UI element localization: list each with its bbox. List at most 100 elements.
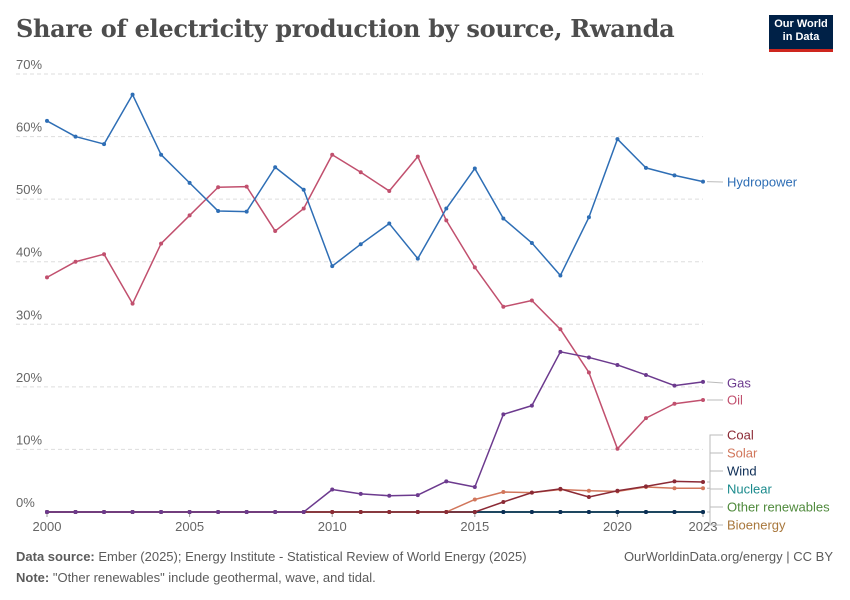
data-point-coal bbox=[615, 488, 620, 493]
data-point-oil bbox=[73, 259, 78, 264]
series-line-oil bbox=[46, 153, 704, 450]
data-point-oil bbox=[358, 170, 363, 175]
data-point-hydropower bbox=[387, 221, 392, 226]
data-point-gas bbox=[273, 510, 278, 514]
data-point-gas bbox=[358, 491, 363, 496]
data-point-oil bbox=[387, 189, 392, 194]
data-point-gas bbox=[330, 487, 335, 492]
data-point-coal bbox=[529, 490, 534, 495]
data-point-gas bbox=[643, 372, 648, 377]
y-tick-label: 30% bbox=[16, 307, 42, 322]
y-axis-ticks: 0% 10% 20% 30% 40% 50% 60% 70% bbox=[16, 57, 42, 510]
data-point-oil bbox=[273, 229, 278, 234]
owid-logo[interactable]: Our World in Data bbox=[769, 15, 833, 52]
label-connector-wind bbox=[707, 470, 723, 513]
data-point-gas bbox=[159, 510, 164, 514]
data-point-solar bbox=[701, 486, 705, 491]
data-point-oil bbox=[672, 401, 677, 406]
data-point-gas bbox=[586, 355, 591, 360]
series-line-gas bbox=[47, 351, 704, 513]
credit-link[interactable]: OurWorldinData.org/energy | CC BY bbox=[623, 549, 833, 564]
data-point-gas bbox=[130, 510, 135, 514]
data-point-oil bbox=[159, 241, 164, 246]
data-point-hydropower bbox=[273, 165, 278, 170]
data-point-hydropower bbox=[102, 142, 107, 147]
data-point-coal bbox=[444, 510, 449, 514]
data-point-gas bbox=[558, 349, 563, 354]
series-line-solar bbox=[47, 486, 703, 513]
data-point-hydropower bbox=[501, 216, 506, 221]
label-connector-other-renewables bbox=[707, 506, 723, 513]
data-point-wind bbox=[558, 510, 563, 514]
data-point-oil bbox=[586, 370, 591, 375]
label-connector-bioenergy bbox=[707, 511, 723, 526]
data-point-hydropower bbox=[643, 165, 648, 170]
data-point-gas bbox=[45, 510, 49, 514]
data-point-hydropower bbox=[244, 209, 249, 214]
data-point-oil bbox=[216, 185, 221, 190]
y-tick-label: 60% bbox=[16, 120, 42, 135]
data-point-gas bbox=[387, 493, 392, 498]
data-point-oil bbox=[701, 397, 705, 402]
data-point-hydropower bbox=[444, 206, 449, 211]
data-point-coal bbox=[358, 510, 363, 514]
data-point-solar bbox=[586, 488, 591, 493]
series-label-other-renewables: Other renewables bbox=[727, 500, 830, 515]
data-point-gas bbox=[216, 510, 221, 514]
series-label-solar: Solar bbox=[727, 446, 758, 461]
data-point-coal bbox=[586, 494, 591, 499]
y-tick-label: 0% bbox=[16, 495, 35, 510]
data-point-oil bbox=[45, 275, 49, 280]
series-lines bbox=[45, 92, 705, 514]
data-point-oil bbox=[529, 298, 534, 303]
logo-line2: in Data bbox=[782, 31, 820, 43]
data-point-wind bbox=[501, 510, 506, 514]
series-label-hydropower: Hydropower bbox=[727, 175, 798, 190]
data-point-hydropower bbox=[187, 180, 192, 185]
data-point-hydropower bbox=[301, 187, 306, 192]
data-point-gas bbox=[73, 510, 78, 514]
series-line-coal bbox=[47, 480, 704, 513]
data-point-hydropower bbox=[130, 92, 135, 97]
y-tick-label: 50% bbox=[16, 182, 42, 197]
data-point-oil bbox=[130, 301, 135, 306]
data-point-hydropower bbox=[358, 242, 363, 247]
data-point-wind bbox=[701, 510, 705, 514]
data-point-oil bbox=[444, 218, 449, 223]
note-label: Note: bbox=[16, 570, 50, 585]
y-tick-label: 10% bbox=[16, 432, 42, 447]
data-point-hydropower bbox=[586, 215, 591, 220]
data-point-oil bbox=[558, 327, 563, 332]
data-point-oil bbox=[244, 184, 249, 189]
data-point-hydropower bbox=[159, 152, 164, 157]
data-point-wind bbox=[672, 510, 677, 514]
data-point-gas bbox=[244, 510, 249, 514]
data-point-gas bbox=[615, 362, 620, 367]
data-point-oil bbox=[330, 152, 335, 157]
x-tick-label: 2015 bbox=[460, 519, 489, 534]
series-line-hydropower bbox=[46, 93, 704, 277]
data-point-gas bbox=[102, 510, 107, 514]
note-text: "Other renewables" include geothermal, w… bbox=[52, 570, 376, 585]
data-point-coal bbox=[415, 510, 420, 514]
data-point-oil bbox=[501, 304, 506, 309]
data-point-gas bbox=[529, 403, 534, 408]
y-tick-label: 40% bbox=[16, 245, 42, 260]
data-point-hydropower bbox=[701, 179, 705, 184]
logo-line1: Our World bbox=[774, 18, 828, 30]
chart-title: Share of electricity production by sourc… bbox=[16, 14, 675, 43]
y-tick-label: 20% bbox=[16, 370, 42, 385]
data-point-oil bbox=[643, 416, 648, 421]
data-point-solar bbox=[472, 497, 477, 502]
data-point-wind bbox=[529, 510, 534, 514]
label-connector-coal bbox=[707, 434, 723, 483]
data-point-hydropower bbox=[672, 173, 677, 178]
data-point-hydropower bbox=[415, 256, 420, 261]
data-point-coal bbox=[387, 510, 392, 514]
data-point-hydropower bbox=[73, 134, 78, 139]
x-tick-label: 2005 bbox=[175, 519, 204, 534]
data-point-gas bbox=[501, 412, 506, 417]
data-point-solar bbox=[501, 489, 506, 494]
data-point-hydropower bbox=[216, 209, 221, 214]
logo-accent-bar bbox=[769, 49, 833, 52]
